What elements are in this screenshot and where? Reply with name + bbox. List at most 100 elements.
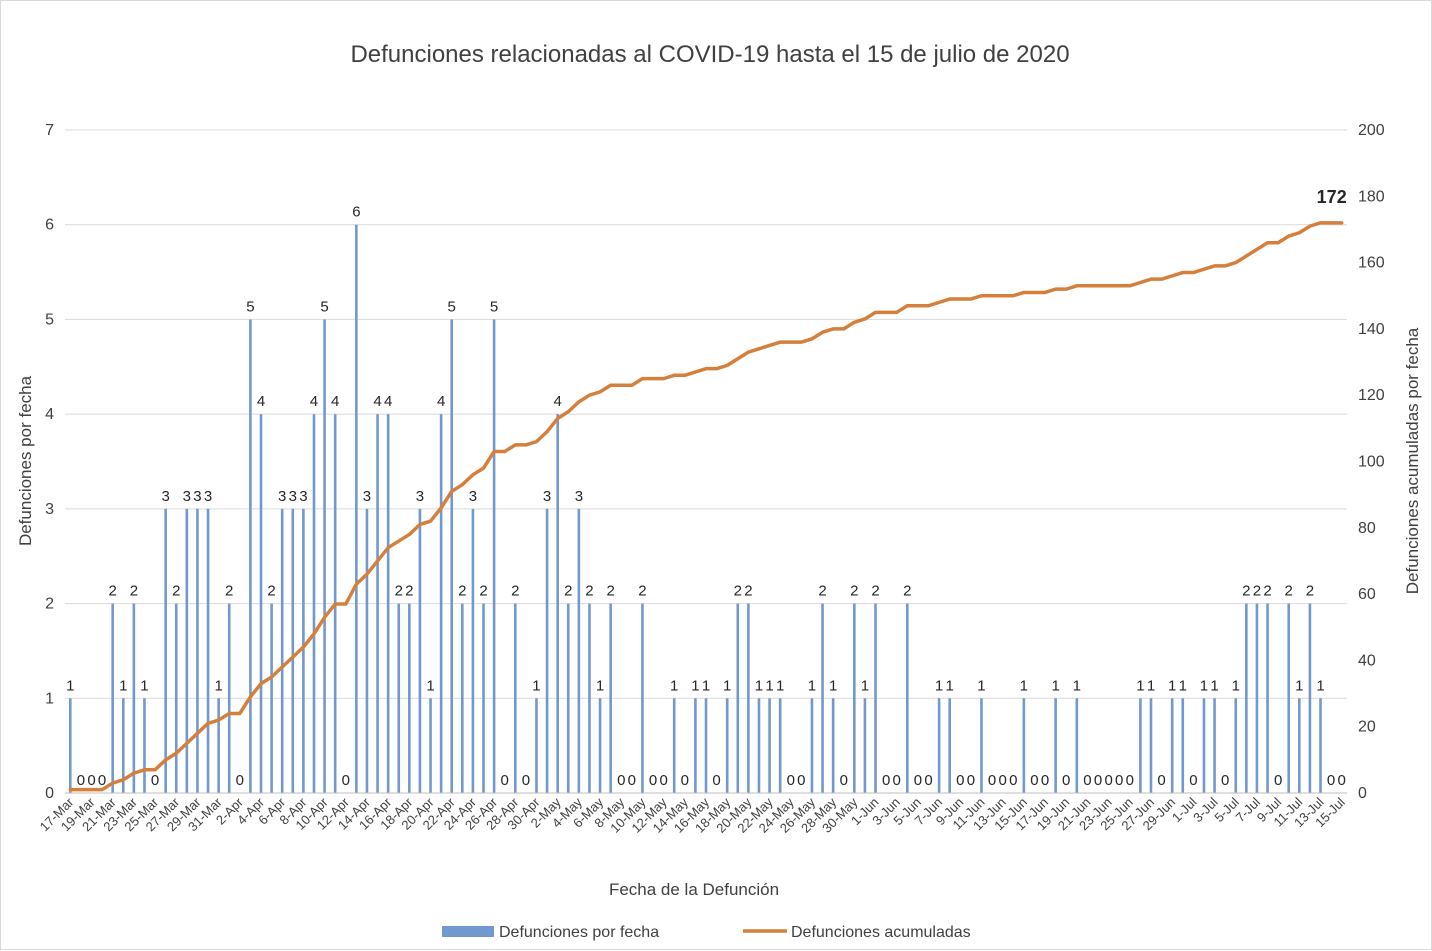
y-right-tick-label: 20 xyxy=(1358,719,1376,736)
bar-data-label: 1 xyxy=(977,677,985,694)
bar xyxy=(1298,698,1301,793)
bar-data-label: 0 xyxy=(236,772,244,789)
bar xyxy=(609,603,612,793)
bar-data-label: 3 xyxy=(469,488,477,505)
bar-data-label: 1 xyxy=(829,677,837,694)
bar-data-label: 4 xyxy=(553,393,561,410)
bar-data-label: 1 xyxy=(670,677,678,694)
y-axis-right: 0 20 40 60 80 100 120 140 160 180 200 xyxy=(1358,122,1385,802)
bar-data-label: 5 xyxy=(320,298,328,315)
bar-data-label: 2 xyxy=(225,583,233,600)
bar xyxy=(757,698,761,793)
bar xyxy=(280,508,284,793)
bar-data-label: 0 xyxy=(956,772,964,789)
bar-data-label: 0 xyxy=(1104,772,1112,789)
bar-data-label: 2 xyxy=(458,583,466,600)
bar xyxy=(1022,698,1026,793)
bar-data-label: 0 xyxy=(1041,772,1049,789)
y-right-tick-label: 160 xyxy=(1358,255,1385,272)
y-right-tick-label: 200 xyxy=(1358,122,1385,139)
y-right-tick-label: 100 xyxy=(1358,454,1385,471)
bar xyxy=(376,414,379,793)
bar-data-label: 0 xyxy=(1009,772,1017,789)
bar-data-label: 5 xyxy=(490,298,498,315)
bar-data-label: 1 xyxy=(426,677,434,694)
bar xyxy=(1202,698,1206,793)
cumulative-line xyxy=(68,221,1344,792)
bar xyxy=(545,508,549,793)
bar xyxy=(1319,698,1322,793)
bar-data-label: 1 xyxy=(1147,677,1155,694)
bar-data-label: 1 xyxy=(1168,677,1176,694)
bar xyxy=(1308,603,1312,793)
bar xyxy=(185,508,189,793)
bar-data-label: 0 xyxy=(659,772,667,789)
bar-data-label: 3 xyxy=(575,488,583,505)
bar-data-label: 2 xyxy=(109,583,117,600)
legend-label-line: Defunciones acumuladas xyxy=(791,924,971,941)
chart-title: Defunciones relacionadas al COVID-19 has… xyxy=(350,41,1069,68)
bar-data-label: 0 xyxy=(998,772,1006,789)
bar-data-label: 3 xyxy=(204,488,212,505)
bar-data-label: 1 xyxy=(1136,677,1144,694)
bar-data-label: 3 xyxy=(278,488,286,505)
bar xyxy=(1170,698,1174,793)
bar-data-label: 1 xyxy=(1295,677,1303,694)
bar-data-label: 1 xyxy=(702,677,710,694)
bar-data-label: 0 xyxy=(98,772,106,789)
bar xyxy=(747,603,750,793)
bar-data-label: 1 xyxy=(1232,677,1240,694)
bar xyxy=(980,698,983,793)
bar-data-label: 0 xyxy=(988,772,996,789)
legend-swatch-bars xyxy=(442,926,494,937)
y-axis-left-label: Defunciones por fecha xyxy=(16,375,35,546)
bar-data-label: 4 xyxy=(310,393,318,410)
x-axis-label: Fecha de la Defunción xyxy=(609,880,779,899)
bar-data-label: 2 xyxy=(903,583,911,600)
bar-data-label: 3 xyxy=(363,488,371,505)
bar-data-label: 2 xyxy=(606,583,614,600)
bar xyxy=(291,508,295,793)
y-right-tick-label: 120 xyxy=(1358,387,1385,404)
bar xyxy=(461,603,464,793)
bar xyxy=(535,698,538,793)
bar-data-label: 0 xyxy=(1221,772,1229,789)
bar-data-label: 2 xyxy=(1242,583,1250,600)
bar-data-label: 0 xyxy=(1327,772,1335,789)
bar xyxy=(121,698,125,793)
bar-data-label: 2 xyxy=(734,583,742,600)
bar-data-label: 5 xyxy=(448,298,456,315)
bar xyxy=(397,603,401,793)
bar-data-label: 0 xyxy=(1274,772,1282,789)
bar xyxy=(566,603,570,793)
gridlines xyxy=(65,129,1347,699)
bar-data-label: 1 xyxy=(776,677,784,694)
bar xyxy=(270,603,273,793)
bar-data-label: 0 xyxy=(1189,772,1197,789)
bar xyxy=(1075,698,1079,793)
bar xyxy=(1234,698,1238,793)
bar xyxy=(1255,603,1259,793)
bar-data-label: 1 xyxy=(1200,677,1208,694)
bar-data-label: 2 xyxy=(395,583,403,600)
y-left-tick-label: 7 xyxy=(45,122,54,139)
bar xyxy=(1213,698,1216,793)
bar-data-label: 3 xyxy=(416,488,424,505)
y-right-tick-label: 80 xyxy=(1358,520,1376,537)
bar xyxy=(853,603,856,793)
bar-data-label: 2 xyxy=(172,583,180,600)
bar xyxy=(810,698,814,793)
bar-data-label: 0 xyxy=(1062,772,1070,789)
bar-data-label: 1 xyxy=(935,677,943,694)
bar xyxy=(227,603,231,793)
y-right-tick-label: 180 xyxy=(1358,188,1385,205)
bar-data-label: 0 xyxy=(649,772,657,789)
bar xyxy=(217,698,220,793)
bar-data-label: 1 xyxy=(1051,677,1059,694)
bar-data-label: 0 xyxy=(1157,772,1165,789)
y-axis-left: 0 1 2 3 4 5 6 7 xyxy=(45,122,54,802)
bar-data-label: 1 xyxy=(691,677,699,694)
bar xyxy=(111,603,114,793)
bar xyxy=(482,603,485,793)
bar-data-label: 1 xyxy=(765,677,773,694)
